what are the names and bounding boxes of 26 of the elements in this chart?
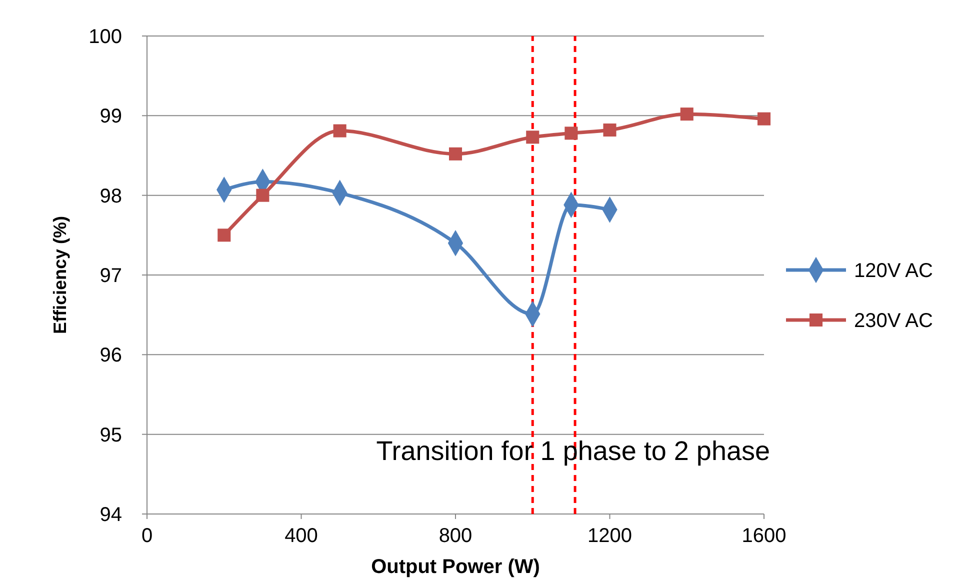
- x-axis-title: Output Power (W): [371, 556, 540, 578]
- point: [448, 147, 462, 160]
- point: [757, 112, 771, 126]
- y-tick-label: 97: [100, 265, 122, 287]
- legend-label: 230V AC: [854, 310, 933, 332]
- point: [256, 188, 270, 202]
- x-tick-label: 1600: [742, 525, 786, 547]
- y-tick-label: 100: [88, 26, 122, 48]
- y-tick-label: 96: [100, 344, 122, 367]
- y-tick-label: 99: [100, 106, 122, 128]
- point: [564, 126, 578, 140]
- y-axis-title: Efficiency (%): [50, 216, 70, 334]
- x-tick-label: 0: [141, 525, 153, 547]
- point: [526, 130, 540, 144]
- x-tick-label: 400: [284, 525, 318, 547]
- point: [218, 228, 231, 242]
- point: [603, 123, 616, 137]
- y-tick-label: 95: [100, 424, 122, 446]
- legend-label: 120V AC: [854, 260, 933, 282]
- x-tick-label: 1200: [588, 525, 632, 547]
- annotation: Transition for 1 phase to 2 phase: [376, 436, 770, 466]
- y-tick-label: 94: [100, 504, 122, 526]
- y-tick-label: 98: [100, 185, 122, 208]
- x-tick-label: 800: [438, 525, 472, 547]
- point: [333, 124, 346, 138]
- point: [680, 108, 694, 121]
